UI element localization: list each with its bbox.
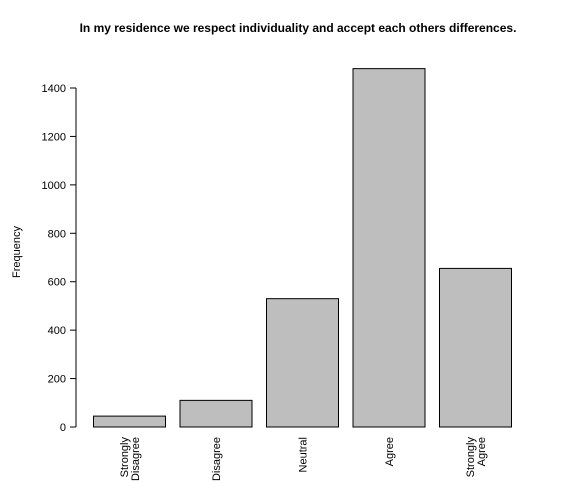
bar <box>179 399 253 428</box>
x-tick-label: Neutral <box>298 437 310 472</box>
y-tick-label: 400 <box>48 325 66 337</box>
y-tick-label: 800 <box>48 228 66 240</box>
bar <box>266 298 339 428</box>
bar <box>439 267 512 428</box>
y-tick-label: 1200 <box>42 131 66 143</box>
y-tick-label: 200 <box>48 374 66 386</box>
x-tick-label: StronglyDisagree <box>119 437 142 482</box>
y-tick-label: 600 <box>48 277 66 289</box>
y-tick-label: 1000 <box>42 180 66 192</box>
chart-title: In my residence we respect individuality… <box>80 21 517 35</box>
y-axis: 0 200 400 600 800 1000 1200 1400 <box>42 83 77 434</box>
x-axis-labels: StronglyDisagree Disagree Neutral Agree Stro… <box>119 437 488 482</box>
bars <box>93 68 512 428</box>
x-tick-label: Disagree <box>211 437 223 481</box>
y-tick-label: 0 <box>60 422 66 434</box>
y-tick-label: 1400 <box>42 83 66 95</box>
bar <box>93 415 166 428</box>
x-tick-label: Agree <box>384 437 396 466</box>
y-axis-label: Frequency <box>11 226 23 278</box>
x-tick-label: StronglyAgree <box>465 437 488 478</box>
bar <box>352 68 426 428</box>
